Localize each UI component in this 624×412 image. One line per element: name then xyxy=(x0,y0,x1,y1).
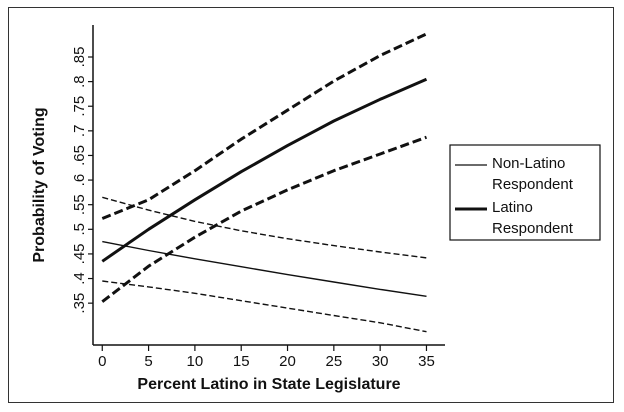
y-tick-label: .6 xyxy=(71,174,88,187)
x-tick-label: 30 xyxy=(372,353,389,370)
axes xyxy=(92,25,445,346)
y-tick-label: .35 xyxy=(71,293,88,314)
series-lines xyxy=(101,32,428,333)
legend-label-latino-line2: Respondent xyxy=(492,220,574,237)
series-latino-lower xyxy=(101,135,428,303)
y-tick-label: .8 xyxy=(71,75,88,88)
y-tick-label: .4 xyxy=(71,272,88,285)
series-non-latino-estimate xyxy=(102,240,427,297)
x-tick-label: 25 xyxy=(325,353,342,370)
y-tick-label: .7 xyxy=(71,125,88,138)
x-tick-label: 35 xyxy=(418,353,435,370)
x-tick-label: 15 xyxy=(233,353,250,370)
series-non-latino-lower xyxy=(102,280,427,333)
legend-label-non-latino-line2: Respondent xyxy=(492,176,574,193)
legend: Non-Latino Respondent Latino Respondent xyxy=(449,144,601,241)
y-axis-title: Probability of Voting xyxy=(31,107,48,262)
x-axis-title: Percent Latino in State Legislature xyxy=(137,376,400,393)
x-tick-label: 10 xyxy=(187,353,204,370)
series-latino-upper xyxy=(101,32,428,220)
y-tick-label: .85 xyxy=(71,47,88,68)
y-tick-label: .5 xyxy=(71,223,88,236)
y-tick-label: .65 xyxy=(71,145,88,166)
legend-box xyxy=(449,144,601,241)
series-non-latino-upper xyxy=(102,196,427,259)
legend-label-latino-line1: Latino xyxy=(492,199,533,216)
y-tick-label: .45 xyxy=(71,243,88,264)
x-tick-label: 5 xyxy=(144,353,152,370)
x-tick-label: 20 xyxy=(279,353,296,370)
y-axis-ticks: .35 .4 .45 .5 .55 .6 .65 .7 .75 .8 .85 xyxy=(71,47,93,314)
legend-label-non-latino-line1: Non-Latino xyxy=(492,155,565,172)
series-latino-estimate xyxy=(101,77,428,263)
x-tick-label: 0 xyxy=(98,353,106,370)
y-tick-label: .75 xyxy=(71,96,88,117)
x-axis-ticks: 0 5 10 15 20 25 30 35 xyxy=(98,345,435,370)
y-tick-label: .55 xyxy=(71,194,88,215)
figure-frame xyxy=(8,7,614,403)
